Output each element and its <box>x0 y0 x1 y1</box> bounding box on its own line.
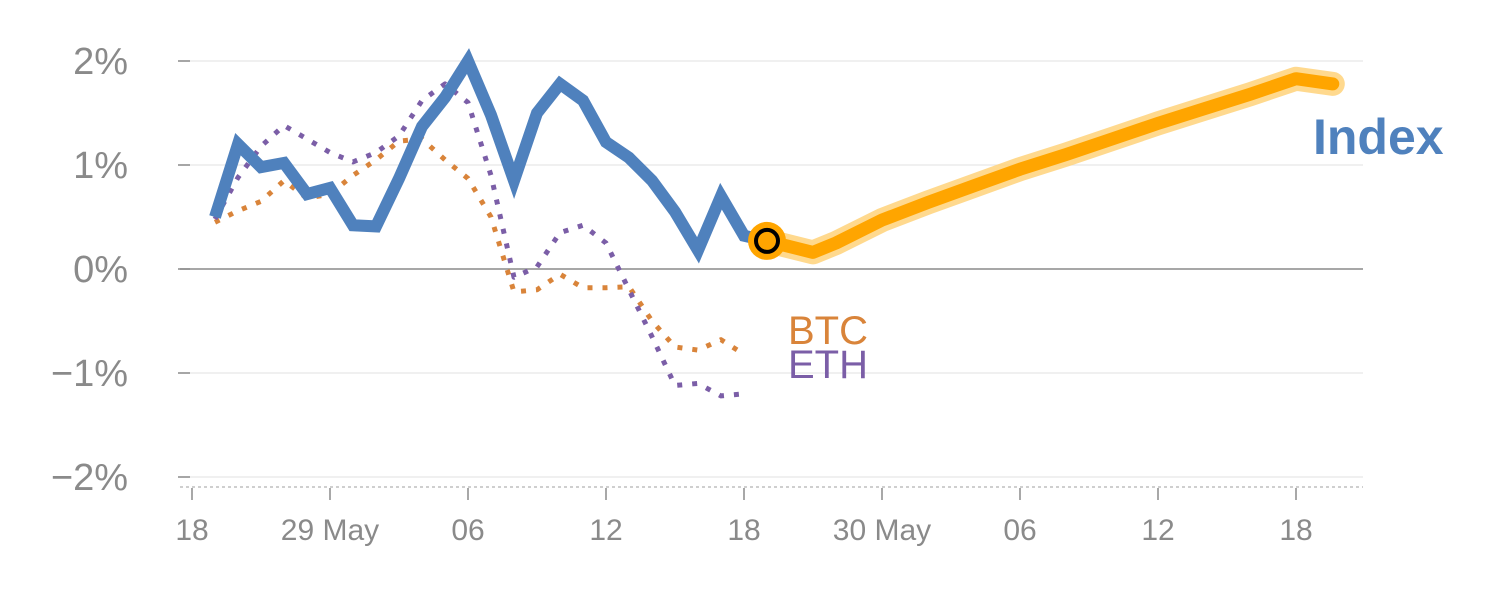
y-tick-label: 0% <box>73 249 128 291</box>
y-axis: 2% 1% 0% −1% −2% <box>51 41 190 499</box>
x-tick-label: 29 May <box>281 514 379 547</box>
x-tick-label: 12 <box>589 514 622 547</box>
x-tick-label: 18 <box>727 514 760 547</box>
x-tick-label: 12 <box>1141 514 1174 547</box>
y-tick-label: 2% <box>73 41 128 83</box>
forecast-line <box>760 72 1340 259</box>
series-lines <box>209 48 1345 399</box>
y-tick-label: −1% <box>51 353 128 395</box>
index-label: Index <box>1313 109 1444 165</box>
eth-line <box>212 81 745 399</box>
current-point-marker <box>754 227 780 254</box>
gridlines <box>180 60 1363 478</box>
x-tick-label: 06 <box>451 514 484 547</box>
index-line <box>209 48 769 264</box>
y-tick-label: −2% <box>51 457 128 499</box>
x-tick-label: 18 <box>175 514 208 547</box>
btc-label: BTC <box>788 309 868 353</box>
x-axis: 18 29 May 06 12 18 30 May 06 12 18 <box>175 486 1363 547</box>
eth-label: ETH <box>788 343 868 387</box>
x-tick-label: 18 <box>1279 514 1312 547</box>
x-tick-label: 06 <box>1003 514 1036 547</box>
x-tick-label: 30 May <box>833 514 931 547</box>
y-tick-label: 1% <box>73 145 128 187</box>
